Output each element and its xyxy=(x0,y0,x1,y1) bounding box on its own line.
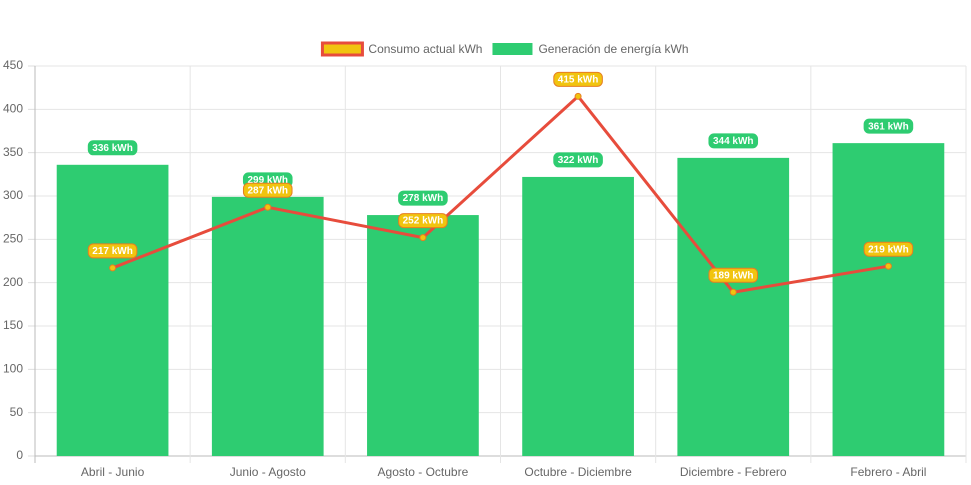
point xyxy=(884,262,892,270)
data-labels: 336 kWh 299 kWh 278 kWh 322 kWh 344 kWh 361 k… xyxy=(87,71,914,283)
bar xyxy=(677,157,790,456)
y-tick-label: 400 xyxy=(3,102,23,116)
data-label-background xyxy=(87,243,138,259)
x-tick-label: Diciembre - Febrero xyxy=(680,465,787,479)
data-label: 336 kWh xyxy=(87,140,138,156)
point xyxy=(109,264,117,272)
data-label-text: 278 kWh xyxy=(403,193,444,204)
legend-label: Consumo actual kWh xyxy=(368,42,482,56)
data-label-background xyxy=(398,213,448,229)
data-label-text: 217 kWh xyxy=(92,246,133,257)
data-label: 217 kWh xyxy=(87,243,138,259)
x-tick-label: Abril - Junio xyxy=(81,465,145,479)
legend-label: Generación de energía kWh xyxy=(538,42,688,56)
y-tick-label: 0 xyxy=(16,448,23,462)
legend-swatch xyxy=(492,43,533,55)
data-label-text: 415 kWh xyxy=(558,74,599,85)
data-label: 252 kWh xyxy=(398,213,448,229)
data-label-text: 322 kWh xyxy=(558,155,599,166)
bar xyxy=(56,164,169,457)
data-label-background xyxy=(242,182,293,198)
data-label-background xyxy=(553,71,603,87)
bar xyxy=(367,215,479,456)
y-tick-label: 100 xyxy=(3,362,23,376)
y-tick-label: 300 xyxy=(3,188,23,202)
data-label-background xyxy=(87,140,138,156)
data-label: 189 kWh xyxy=(708,267,759,283)
data-label-text: 299 kWh xyxy=(247,175,288,186)
legend: Consumo actual kWh Generación de energía … xyxy=(320,41,689,57)
data-label: 361 kWh xyxy=(863,118,914,134)
data-label-background xyxy=(863,118,914,134)
data-label-text: 287 kWh xyxy=(247,185,288,196)
bar xyxy=(522,176,634,456)
bar xyxy=(211,196,324,456)
data-label-background xyxy=(553,152,603,168)
y-tick-label: 150 xyxy=(3,318,23,332)
data-label-text: 189 kWh xyxy=(713,270,754,281)
line xyxy=(112,94,889,294)
y-tick-label: 350 xyxy=(3,145,23,159)
data-label: 278 kWh xyxy=(398,190,448,206)
data-label: 322 kWh xyxy=(553,152,603,168)
data-label-background xyxy=(708,133,759,149)
y-tick-label: 200 xyxy=(3,275,23,289)
data-label-text: 361 kWh xyxy=(868,121,909,132)
bar xyxy=(832,143,945,456)
x-tick-label: Junio - Agosto xyxy=(230,465,306,479)
legend-swatch xyxy=(320,41,364,57)
y-tick-label: 250 xyxy=(3,232,23,246)
x-tick-label: Octubre - Diciembre xyxy=(524,465,632,479)
point xyxy=(729,288,737,296)
point xyxy=(419,234,427,242)
data-label-text: 344 kWh xyxy=(713,136,754,147)
data-label-background xyxy=(708,267,759,283)
data-label: 415 kWh xyxy=(553,71,603,87)
point xyxy=(574,92,582,100)
grid xyxy=(28,65,967,463)
x-tick-label: Agosto - Octubre xyxy=(378,465,469,479)
data-label-background xyxy=(398,190,448,206)
point xyxy=(264,203,272,211)
data-label-text: 252 kWh xyxy=(403,216,444,227)
data-label-text: 336 kWh xyxy=(92,143,133,154)
data-label: 344 kWh xyxy=(708,133,759,149)
data-label: 287 kWh xyxy=(242,182,293,198)
data-label: 219 kWh xyxy=(863,241,914,257)
y-tick-label: 450 xyxy=(3,58,23,72)
x-tick-label: Febrero - Abril xyxy=(850,465,926,479)
data-label-background xyxy=(863,241,914,257)
y-tick-label: 50 xyxy=(10,405,24,419)
data-label-text: 219 kWh xyxy=(868,244,909,255)
